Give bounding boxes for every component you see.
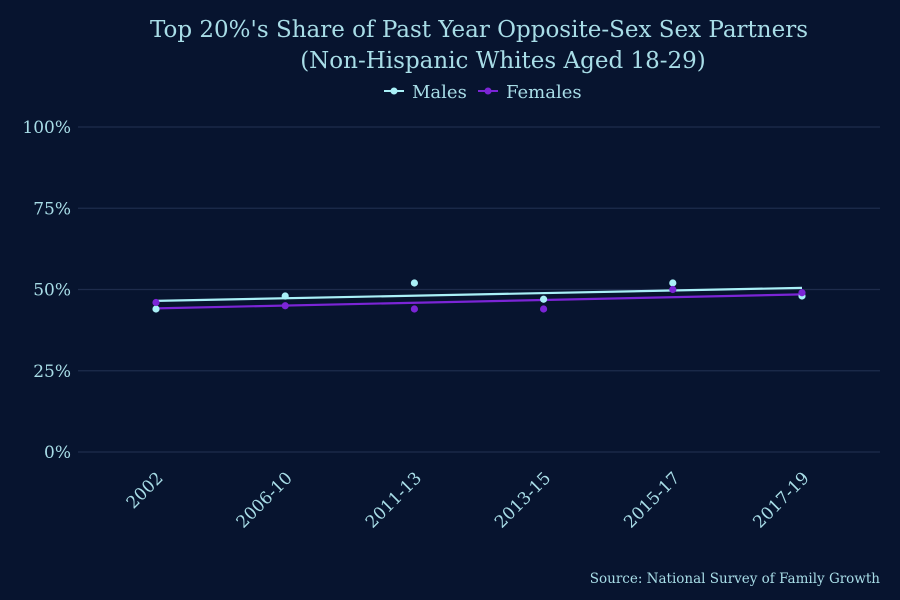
legend-marker-males: [390, 87, 398, 95]
point-females-2006-10: [281, 302, 289, 310]
y-tick-label: 100%: [22, 118, 71, 138]
y-tick-label: 50%: [33, 281, 71, 301]
trend-line-females: [155, 293, 803, 310]
data-points: [152, 279, 806, 313]
trend-line-males: [155, 286, 803, 302]
y-tick-label: 0%: [44, 443, 71, 463]
point-females-2013-15: [540, 305, 548, 313]
point-males-2011-13: [410, 279, 418, 287]
y-tick-label: 75%: [33, 199, 71, 219]
point-females-2011-13: [410, 305, 418, 313]
legend-item-males: Males: [384, 82, 467, 103]
legend-marker-females: [484, 87, 492, 95]
legend: Males Females: [384, 82, 582, 103]
point-females-2017-19: [798, 289, 806, 297]
legend-label-females: Females: [506, 82, 582, 103]
y-tick-label: 25%: [33, 362, 71, 382]
trend-lines: [155, 286, 803, 310]
point-females-2015-17: [669, 285, 677, 294]
chart-title: Top 20%'s Share of Past Year Opposite-Se…: [150, 17, 808, 43]
point-males-2002: [152, 305, 160, 313]
point-females-2002: [152, 298, 160, 307]
point-males-2015-17: [669, 279, 677, 287]
source-note: Source: National Survey of Family Growth: [590, 571, 881, 587]
legend-label-males: Males: [412, 82, 467, 103]
legend-item-females: Females: [478, 82, 582, 103]
point-males-2013-15: [540, 295, 548, 303]
y-axis-ticks: 0% 25% 50% 75% 100%: [22, 118, 71, 463]
point-males-2006-10: [281, 292, 289, 300]
chart-subtitle: (Non-Hispanic Whites Aged 18-29): [300, 48, 706, 74]
